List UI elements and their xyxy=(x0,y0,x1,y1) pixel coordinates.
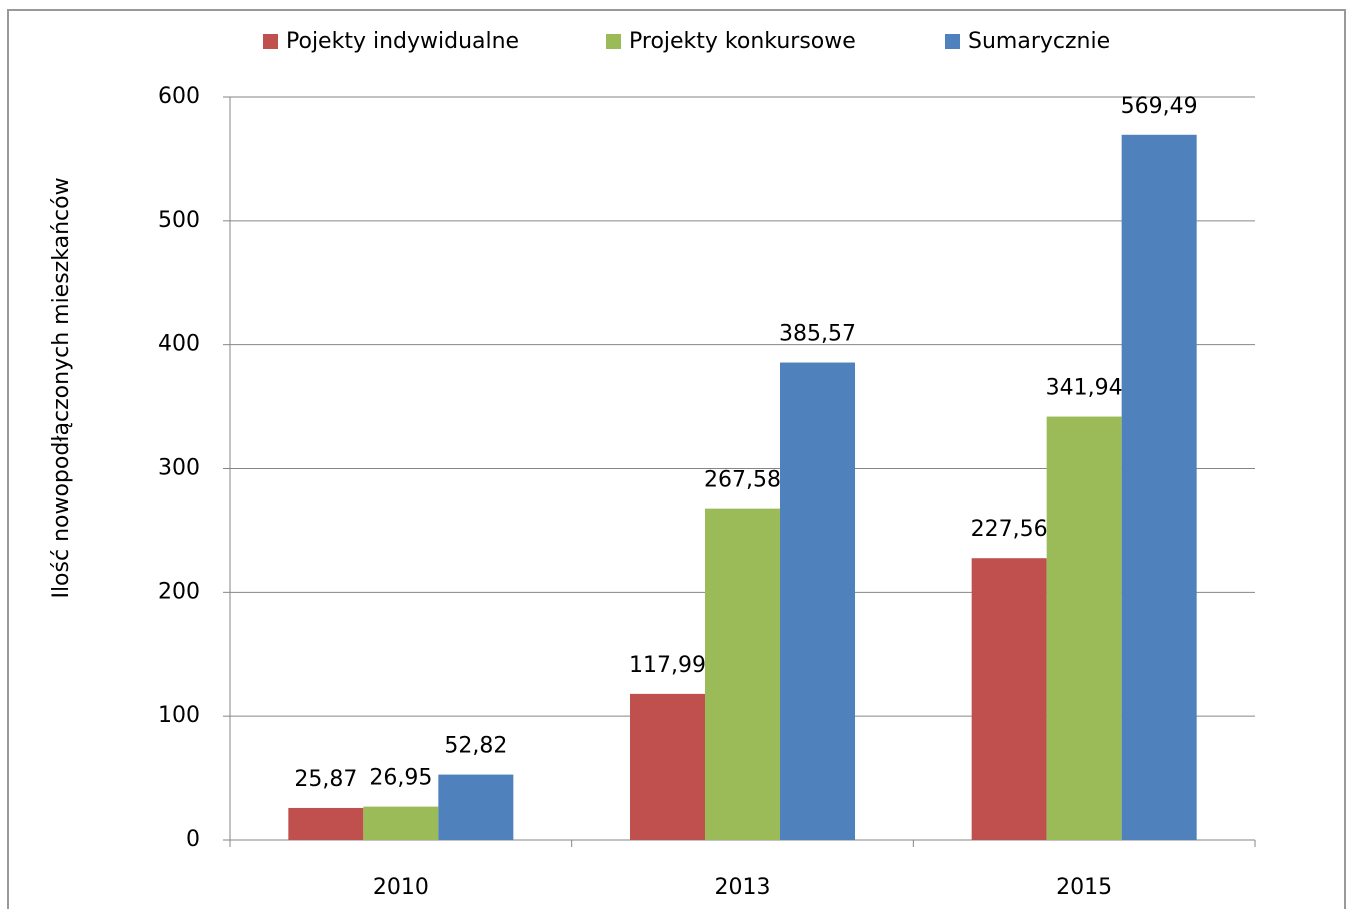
bar xyxy=(288,807,364,840)
chart-border xyxy=(7,9,1346,909)
x-tick-label: 2010 xyxy=(373,875,429,900)
y-tick-label: 0 xyxy=(186,827,200,852)
data-label: 117,99 xyxy=(629,653,706,678)
data-label: 385,57 xyxy=(779,322,856,347)
y-tick-label: 500 xyxy=(158,208,200,233)
data-label: 227,56 xyxy=(971,517,1048,542)
bar xyxy=(1046,416,1122,840)
y-tick-label: 100 xyxy=(158,703,200,728)
data-label: 52,82 xyxy=(444,734,507,759)
y-tick-label: 400 xyxy=(158,332,200,357)
data-label: 341,94 xyxy=(1046,376,1123,401)
legend-swatch xyxy=(263,34,278,49)
bar xyxy=(780,362,855,840)
data-label: 267,58 xyxy=(704,468,781,493)
x-tick-label: 2013 xyxy=(715,875,771,900)
y-tick-label: 200 xyxy=(158,579,200,604)
y-tick-label: 300 xyxy=(158,456,200,481)
legend-swatch xyxy=(945,34,960,49)
data-label: 569,49 xyxy=(1121,94,1198,119)
legend-label: Pojekty indywidualne xyxy=(286,29,519,54)
bar xyxy=(705,508,780,840)
legend-label: Projekty konkursowe xyxy=(629,29,856,54)
bar xyxy=(971,558,1047,840)
legend-swatch xyxy=(606,34,621,49)
x-tick-label: 2015 xyxy=(1056,875,1112,900)
bar xyxy=(363,806,439,840)
y-axis-label: Ilość nowopodłączonych mieszkańców xyxy=(49,177,74,598)
bar xyxy=(1121,134,1197,840)
bar xyxy=(630,693,705,840)
data-label: 25,87 xyxy=(294,767,357,792)
legend-label: Sumarycznie xyxy=(968,29,1110,54)
data-label: 26,95 xyxy=(369,766,432,791)
bar xyxy=(438,774,514,840)
y-tick-label: 600 xyxy=(158,84,200,109)
